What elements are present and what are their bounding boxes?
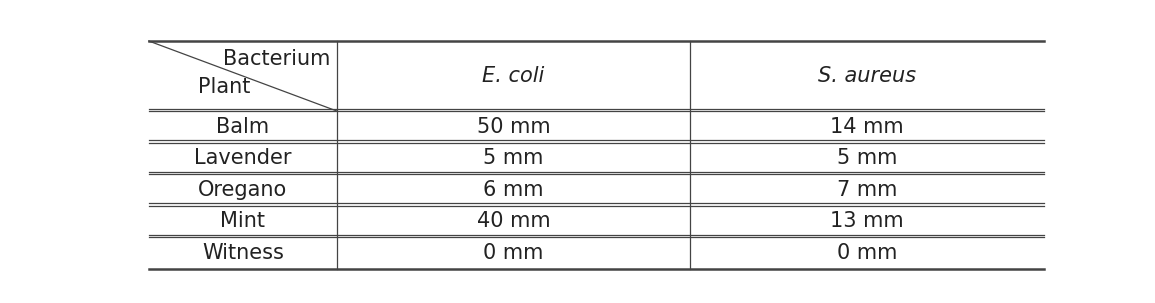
Text: Plant: Plant <box>198 77 251 97</box>
Text: Balm: Balm <box>216 117 269 137</box>
Text: Oregano: Oregano <box>199 180 288 200</box>
Text: 13 mm: 13 mm <box>830 211 904 231</box>
Text: 7 mm: 7 mm <box>837 180 897 200</box>
Text: 5 mm: 5 mm <box>484 148 544 168</box>
Text: Witness: Witness <box>202 243 284 263</box>
Text: 50 mm: 50 mm <box>477 117 551 137</box>
Text: Lavender: Lavender <box>194 148 291 168</box>
Text: S. aureus: S. aureus <box>818 66 916 86</box>
Text: Mint: Mint <box>221 211 266 231</box>
Text: Bacterium: Bacterium <box>223 48 330 68</box>
Text: 40 mm: 40 mm <box>477 211 551 231</box>
Text: 6 mm: 6 mm <box>483 180 544 200</box>
Text: 5 mm: 5 mm <box>837 148 897 168</box>
Text: 0 mm: 0 mm <box>837 243 897 263</box>
Text: 0 mm: 0 mm <box>484 243 544 263</box>
Text: 14 mm: 14 mm <box>830 117 904 137</box>
Text: E. coli: E. coli <box>483 66 545 86</box>
